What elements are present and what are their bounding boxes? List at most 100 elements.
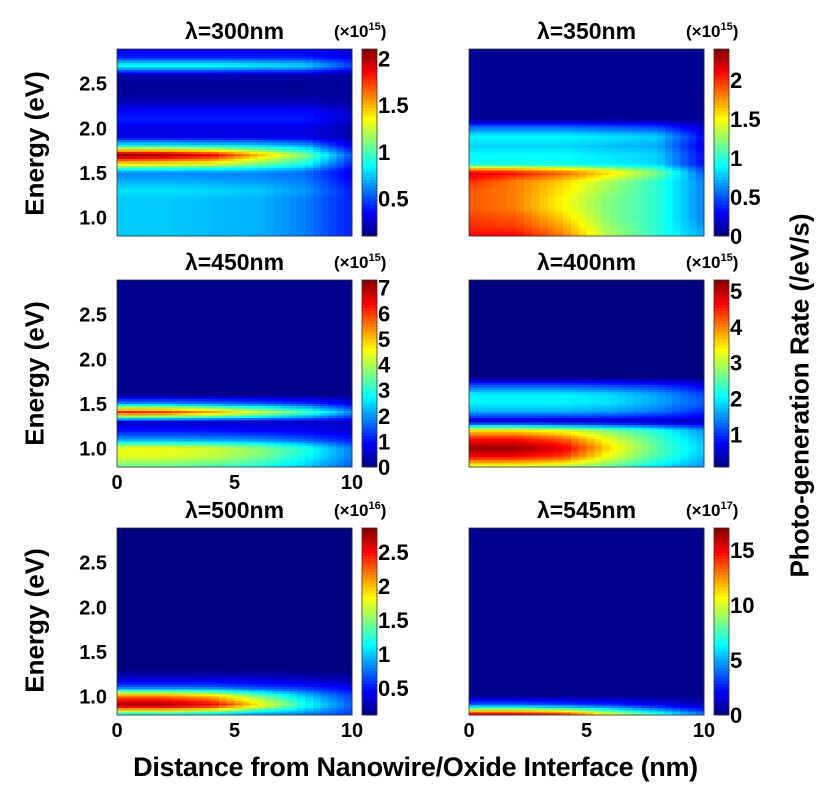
- heatmap-cell: [132, 91, 142, 95]
- heatmap-cell: [164, 84, 173, 87]
- heatmap-cell: [297, 112, 306, 116]
- heatmap-cell: [328, 63, 337, 66]
- heatmap-cell: [242, 93, 251, 97]
- heatmap-cell: [132, 102, 142, 106]
- heatmap-cell: [124, 63, 134, 66]
- heatmap-cell: [156, 67, 165, 71]
- heatmap-cell: [117, 77, 126, 80]
- heatmap-cell: [242, 67, 251, 71]
- heatmap-cell: [344, 81, 353, 85]
- heatmap-cell: [140, 88, 149, 92]
- heatmap-cell: [218, 49, 228, 52]
- heatmap-cell: [148, 105, 157, 109]
- heatmap-cell: [124, 70, 134, 73]
- heatmap-cell: [124, 105, 134, 109]
- heatmap-cell: [344, 112, 353, 116]
- heatmap-cell: [328, 51, 337, 55]
- heatmap-cell: [124, 114, 134, 118]
- heatmap-cell: [344, 114, 353, 118]
- heatmap-cell: [305, 81, 314, 85]
- heatmap-cell: [171, 112, 181, 116]
- heatmap-cell: [179, 49, 189, 52]
- heatmap-cell: [312, 65, 322, 69]
- heatmap-cell: [289, 72, 298, 76]
- heatmap-cell: [148, 88, 157, 92]
- heatmap-cell: [234, 86, 243, 90]
- heatmap-cell: [242, 72, 251, 76]
- heatmap-cell: [305, 49, 314, 52]
- heatmap-cell: [336, 88, 345, 92]
- heatmap-cell: [211, 74, 220, 78]
- heatmap-cell: [250, 102, 259, 106]
- colorbar-tick-label: 1: [730, 146, 742, 171]
- heatmap-cell: [171, 105, 181, 109]
- heatmap-cell: [179, 81, 189, 85]
- heatmap-cell: [297, 84, 306, 87]
- heatmap-cell: [195, 79, 204, 83]
- heatmap-cell: [289, 88, 298, 92]
- heatmap-cell: [242, 49, 251, 52]
- heatmap-cell: [250, 86, 259, 90]
- heatmap-cell: [328, 74, 337, 78]
- heatmap-cell: [218, 70, 228, 73]
- heatmap-cell: [164, 112, 173, 116]
- heatmap-cell: [320, 51, 330, 55]
- heatmap-cell: [124, 53, 134, 57]
- heatmap-cell: [156, 70, 165, 73]
- heatmap-cell: [281, 109, 290, 113]
- heatmap-cell: [171, 93, 181, 97]
- heatmap-cell: [328, 84, 337, 87]
- heatmap-cell: [265, 56, 275, 59]
- heatmap-cell: [132, 86, 142, 90]
- heatmap-cell: [124, 51, 134, 55]
- heatmap-cell: [148, 58, 157, 62]
- heatmap-cell: [281, 95, 290, 99]
- heatmap-cell: [320, 112, 330, 116]
- heatmap-cell: [289, 100, 298, 104]
- heatmap-cell: [195, 98, 204, 102]
- heatmap-cell: [234, 112, 243, 116]
- heatmap-cell: [312, 77, 322, 80]
- heatmap-cell: [164, 72, 173, 76]
- heatmap-cell: [328, 79, 337, 83]
- heatmap-cell: [242, 84, 251, 87]
- heatmap-cell: [218, 100, 228, 104]
- heatmap-cell: [250, 114, 259, 118]
- heatmap-cell: [305, 53, 314, 57]
- heatmap-cell: [297, 105, 306, 109]
- heatmap-cell: [328, 100, 337, 104]
- heatmap-cell: [242, 51, 251, 55]
- heatmap-cell: [320, 105, 330, 109]
- heatmap-cell: [226, 56, 236, 59]
- heatmap-cell: [211, 51, 220, 55]
- heatmap-cell: [140, 56, 149, 59]
- heatmap-cell: [289, 107, 298, 111]
- heatmap-cell: [187, 95, 196, 99]
- heatmap-cell: [328, 98, 337, 102]
- heatmap-cell: [132, 93, 142, 97]
- heatmap-cell: [234, 49, 243, 52]
- heatmap-cell: [265, 84, 275, 87]
- heatmap-cell: [250, 84, 259, 87]
- heatmap-cell: [203, 84, 212, 87]
- heatmap-cell: [164, 49, 173, 52]
- heatmap-cell: [258, 72, 267, 76]
- heatmap-cell: [218, 65, 228, 69]
- heatmap-cell: [140, 51, 149, 55]
- heatmap-cell: [195, 51, 204, 55]
- heatmap-cell: [265, 79, 275, 83]
- colorbar-multiplier: (×1015): [334, 21, 386, 41]
- heatmap-cell: [124, 67, 134, 71]
- heatmap-cell: [312, 86, 322, 90]
- heatmap-cell: [312, 79, 322, 83]
- heatmap-cell: [281, 56, 290, 59]
- heatmap-cell: [211, 70, 220, 73]
- heatmap-cell: [132, 81, 142, 85]
- heatmap-cell: [242, 60, 251, 64]
- heatmap-cell: [336, 86, 345, 90]
- heatmap-cell: [344, 86, 353, 90]
- heatmap-cell: [258, 102, 267, 106]
- heatmap-cell: [297, 114, 306, 118]
- heatmap-cell: [117, 67, 126, 71]
- heatmap-cell: [250, 67, 259, 71]
